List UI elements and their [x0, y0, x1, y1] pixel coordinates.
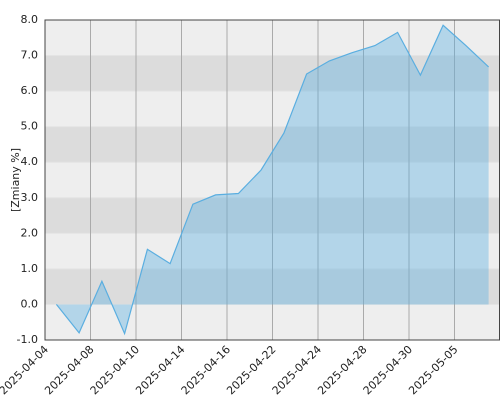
y-tick-label: 1.0	[21, 262, 39, 275]
y-tick-label: 5.0	[21, 120, 39, 133]
y-axis-label: [Zmiany %]	[9, 148, 22, 212]
y-tick-label: 0.0	[21, 297, 39, 310]
y-tick-label: 7.0	[21, 49, 39, 62]
y-tick-label: 6.0	[21, 84, 39, 97]
y-tick-label: 8.0	[21, 13, 39, 26]
area	[56, 25, 489, 334]
y-tick-label: -1.0	[17, 333, 38, 346]
line	[55, 24, 490, 336]
y-tick-label: 2.0	[21, 226, 39, 239]
y-tick-label: 3.0	[21, 191, 39, 204]
y-tick-label: 4.0	[21, 155, 39, 168]
x-tick-label: 2025-05-05	[406, 343, 460, 397]
